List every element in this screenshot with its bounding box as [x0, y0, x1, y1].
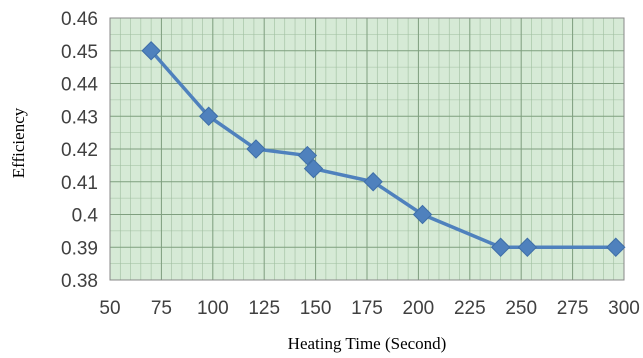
x-tick-label: 275 — [557, 298, 589, 319]
data-point-marker — [141, 41, 161, 61]
y-tick-label: 0.39 — [61, 238, 98, 259]
data-point-marker — [517, 237, 538, 257]
y-tick-label: 0.41 — [61, 173, 98, 194]
data-point-marker — [297, 145, 318, 166]
x-axis-title: Heating Time (Second) — [288, 334, 447, 353]
x-tick-label: 75 — [151, 298, 172, 319]
data-point-marker — [606, 237, 626, 257]
plot-border — [109, 17, 625, 281]
data-point-marker — [412, 204, 433, 225]
data-point-marker — [246, 139, 266, 159]
efficiency-series — [141, 41, 626, 257]
x-tick-label: 225 — [454, 298, 486, 319]
x-tick-label: 150 — [300, 298, 332, 319]
data-point-marker — [363, 172, 383, 192]
x-tick-label: 300 — [608, 298, 640, 319]
y-axis-tick-labels: 0.46 0.45 0.44 0.43 0.42 0.41 0.4 0.39 0.38 — [61, 9, 98, 292]
x-tick-label: 175 — [351, 298, 383, 319]
y-tick-label: 0.44 — [61, 75, 98, 96]
y-tick-label: 0.43 — [61, 107, 98, 128]
x-tick-label: 100 — [197, 298, 229, 319]
y-tick-label: 0.38 — [61, 271, 98, 292]
y-tick-label: 0.42 — [61, 140, 98, 161]
y-tick-label: 0.45 — [61, 42, 98, 63]
x-tick-label: 125 — [248, 298, 280, 319]
data-point-marker — [303, 158, 324, 179]
series-line — [149, 49, 616, 249]
x-tick-label: 200 — [403, 298, 435, 319]
y-axis-title: Efficiency — [9, 107, 28, 178]
data-point-marker — [490, 237, 511, 257]
x-tick-label: 50 — [99, 298, 120, 319]
x-axis-tick-labels: 50 75 100 125 150 175 200 225 250 275 300 — [99, 298, 639, 319]
data-point-marker — [198, 106, 219, 126]
y-tick-label: 0.4 — [72, 206, 99, 227]
y-tick-label: 0.46 — [61, 9, 98, 30]
x-tick-label: 250 — [505, 298, 537, 319]
